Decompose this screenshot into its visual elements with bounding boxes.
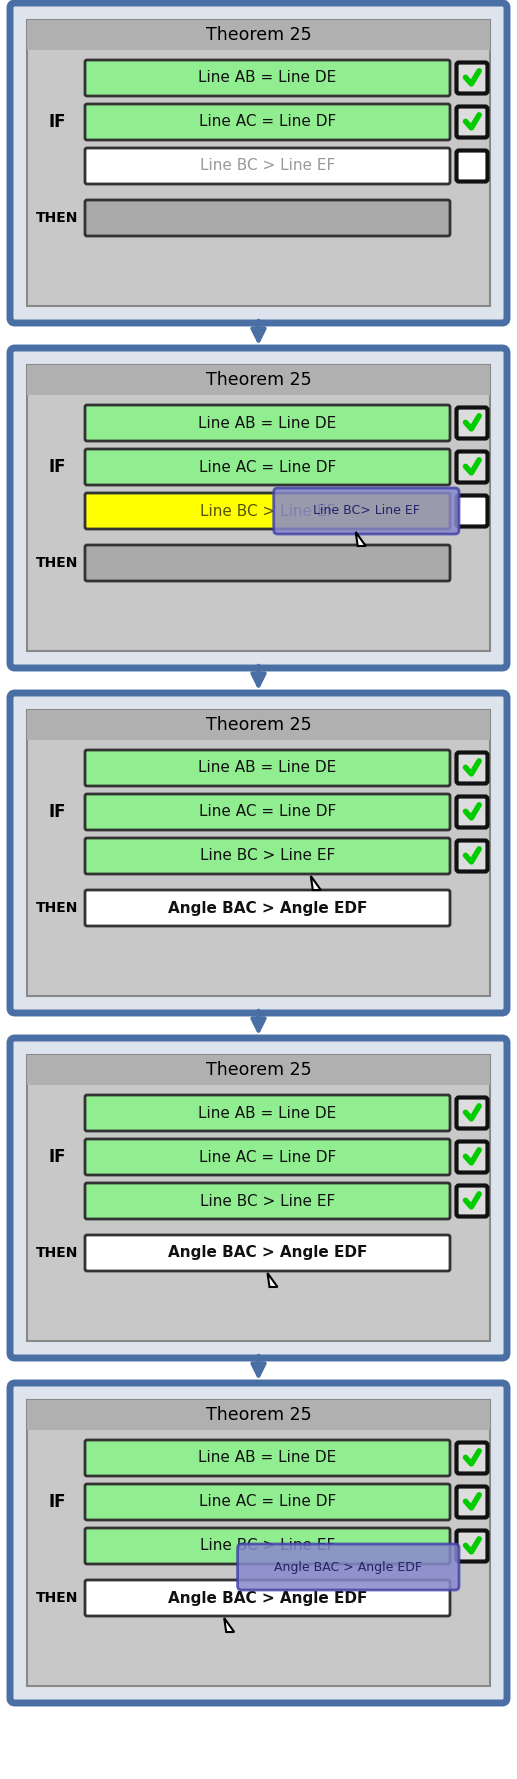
FancyBboxPatch shape [85,1139,450,1174]
FancyBboxPatch shape [85,1183,450,1219]
Text: Angle BAC > Angle EDF: Angle BAC > Angle EDF [168,1590,367,1605]
FancyBboxPatch shape [10,694,507,1012]
FancyBboxPatch shape [85,1580,450,1615]
Text: Angle BAC > Angle EDF: Angle BAC > Angle EDF [168,900,367,916]
FancyBboxPatch shape [85,103,450,141]
FancyBboxPatch shape [457,452,488,482]
Text: Line AB = Line DE: Line AB = Line DE [199,71,337,85]
FancyBboxPatch shape [457,1443,488,1473]
Text: Line AB = Line DE: Line AB = Line DE [199,760,337,776]
Text: THEN: THEN [36,557,78,569]
FancyBboxPatch shape [85,1439,450,1477]
Text: IF: IF [48,457,66,477]
FancyBboxPatch shape [27,1400,490,1686]
Text: Angle BAC > Angle EDF: Angle BAC > Angle EDF [177,210,358,226]
FancyBboxPatch shape [457,62,488,94]
FancyBboxPatch shape [457,107,488,137]
Text: THEN: THEN [36,1245,78,1260]
Text: Line AB = Line DE: Line AB = Line DE [199,416,337,431]
FancyBboxPatch shape [10,349,507,667]
Text: Line BC > Line EF: Line BC > Line EF [200,503,335,518]
FancyBboxPatch shape [85,60,450,96]
FancyBboxPatch shape [85,406,450,441]
Polygon shape [356,532,366,546]
FancyBboxPatch shape [27,710,490,996]
Text: Angle BAC > Angle EDF: Angle BAC > Angle EDF [168,1245,367,1261]
FancyBboxPatch shape [85,148,450,183]
Text: THEN: THEN [36,1590,78,1605]
FancyBboxPatch shape [85,1484,450,1519]
Text: Theorem 25: Theorem 25 [206,1060,311,1080]
FancyBboxPatch shape [85,1528,450,1564]
Polygon shape [267,1274,278,1286]
FancyBboxPatch shape [85,493,450,528]
FancyBboxPatch shape [457,1098,488,1128]
FancyBboxPatch shape [238,1544,459,1590]
Text: Line AC = Line DF: Line AC = Line DF [199,114,336,130]
Text: Line AB = Line DE: Line AB = Line DE [199,1105,337,1121]
FancyBboxPatch shape [457,840,488,872]
FancyBboxPatch shape [457,1487,488,1517]
Text: Line BC > Line EF: Line BC > Line EF [200,1194,335,1208]
Text: Angle BAC > Angle EDF: Angle BAC > Angle EDF [275,1560,422,1573]
Text: Line BC> Line EF: Line BC> Line EF [313,505,420,518]
Text: Line AB = Line DE: Line AB = Line DE [199,1450,337,1466]
Text: Angle BAC > Angle EDF: Angle BAC > Angle EDF [177,555,358,571]
FancyBboxPatch shape [85,448,450,486]
FancyBboxPatch shape [85,544,450,582]
FancyBboxPatch shape [457,151,488,181]
FancyBboxPatch shape [10,4,507,324]
FancyBboxPatch shape [273,487,459,534]
Polygon shape [224,1617,234,1631]
FancyBboxPatch shape [27,1400,490,1430]
Text: IF: IF [48,802,66,820]
FancyBboxPatch shape [457,1142,488,1172]
FancyBboxPatch shape [457,407,488,438]
FancyBboxPatch shape [457,1530,488,1562]
Text: Line AC = Line DF: Line AC = Line DF [199,459,336,475]
Text: Line AC = Line DF: Line AC = Line DF [199,1149,336,1165]
Text: Line BC > Line EF: Line BC > Line EF [200,1539,335,1553]
Text: Line AC = Line DF: Line AC = Line DF [199,804,336,820]
FancyBboxPatch shape [10,1382,507,1703]
FancyBboxPatch shape [27,20,490,50]
Text: IF: IF [48,1493,66,1510]
FancyBboxPatch shape [27,1055,490,1085]
FancyBboxPatch shape [85,838,450,873]
Text: Line BC > Line EF: Line BC > Line EF [200,158,335,174]
Text: IF: IF [48,1147,66,1165]
FancyBboxPatch shape [85,793,450,831]
FancyBboxPatch shape [457,753,488,783]
FancyBboxPatch shape [457,496,488,527]
FancyBboxPatch shape [27,1055,490,1341]
FancyBboxPatch shape [457,1185,488,1217]
Text: Theorem 25: Theorem 25 [206,372,311,390]
Text: IF: IF [48,114,66,132]
FancyBboxPatch shape [85,1096,450,1131]
Text: Theorem 25: Theorem 25 [206,715,311,735]
FancyBboxPatch shape [85,1235,450,1270]
FancyBboxPatch shape [10,1037,507,1357]
FancyBboxPatch shape [27,710,490,740]
FancyBboxPatch shape [457,797,488,827]
Polygon shape [311,875,321,890]
FancyBboxPatch shape [85,199,450,237]
Text: THEN: THEN [36,900,78,914]
Text: Line AC = Line DF: Line AC = Line DF [199,1494,336,1510]
FancyBboxPatch shape [85,890,450,927]
FancyBboxPatch shape [27,20,490,306]
Text: Line BC > Line EF: Line BC > Line EF [200,849,335,863]
FancyBboxPatch shape [27,365,490,651]
FancyBboxPatch shape [27,365,490,395]
Text: THEN: THEN [36,212,78,224]
Text: Theorem 25: Theorem 25 [206,27,311,44]
Text: Theorem 25: Theorem 25 [206,1405,311,1423]
FancyBboxPatch shape [85,751,450,786]
